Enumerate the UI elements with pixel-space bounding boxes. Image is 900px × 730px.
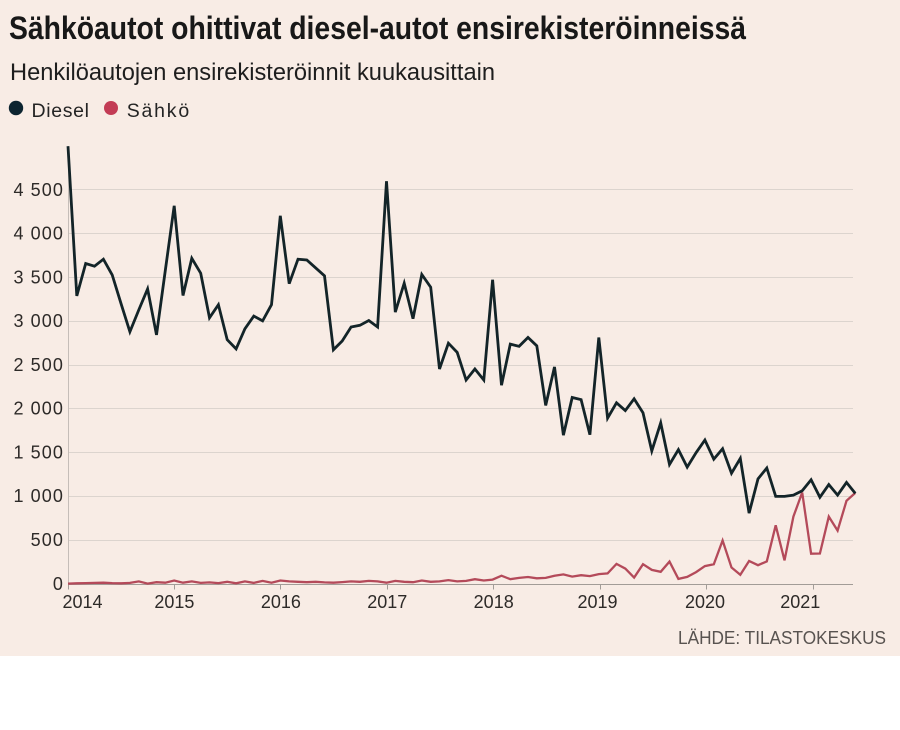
svg-text:2 500: 2 500 bbox=[13, 355, 64, 375]
svg-text:Diesel: Diesel bbox=[32, 100, 90, 122]
svg-text:4 500: 4 500 bbox=[13, 180, 64, 200]
svg-text:2020: 2020 bbox=[685, 592, 725, 612]
svg-text:0: 0 bbox=[53, 574, 64, 594]
svg-text:2017: 2017 bbox=[367, 592, 407, 612]
svg-text:4 000: 4 000 bbox=[13, 224, 64, 244]
svg-text:LÄHDE: TILASTOKESKUS: LÄHDE: TILASTOKESKUS bbox=[678, 628, 886, 648]
svg-text:2014: 2014 bbox=[62, 592, 102, 612]
svg-text:2 000: 2 000 bbox=[13, 399, 64, 419]
svg-text:2016: 2016 bbox=[261, 592, 301, 612]
svg-text:Sähköautot ohittivat diesel-au: Sähköautot ohittivat diesel-autot ensire… bbox=[9, 10, 746, 46]
svg-text:Henkilöautojen ensirekisteröin: Henkilöautojen ensirekisteröinnit kuukau… bbox=[10, 59, 495, 86]
svg-text:500: 500 bbox=[31, 530, 64, 550]
svg-text:3 000: 3 000 bbox=[13, 311, 64, 331]
svg-text:1 500: 1 500 bbox=[13, 443, 64, 463]
svg-text:2015: 2015 bbox=[154, 592, 194, 612]
svg-text:3 500: 3 500 bbox=[13, 267, 64, 287]
svg-text:2018: 2018 bbox=[474, 592, 514, 612]
svg-text:2021: 2021 bbox=[780, 592, 820, 612]
svg-text:2019: 2019 bbox=[577, 592, 617, 612]
svg-text:Sähkö: Sähkö bbox=[127, 100, 190, 122]
svg-text:1 000: 1 000 bbox=[13, 486, 64, 506]
